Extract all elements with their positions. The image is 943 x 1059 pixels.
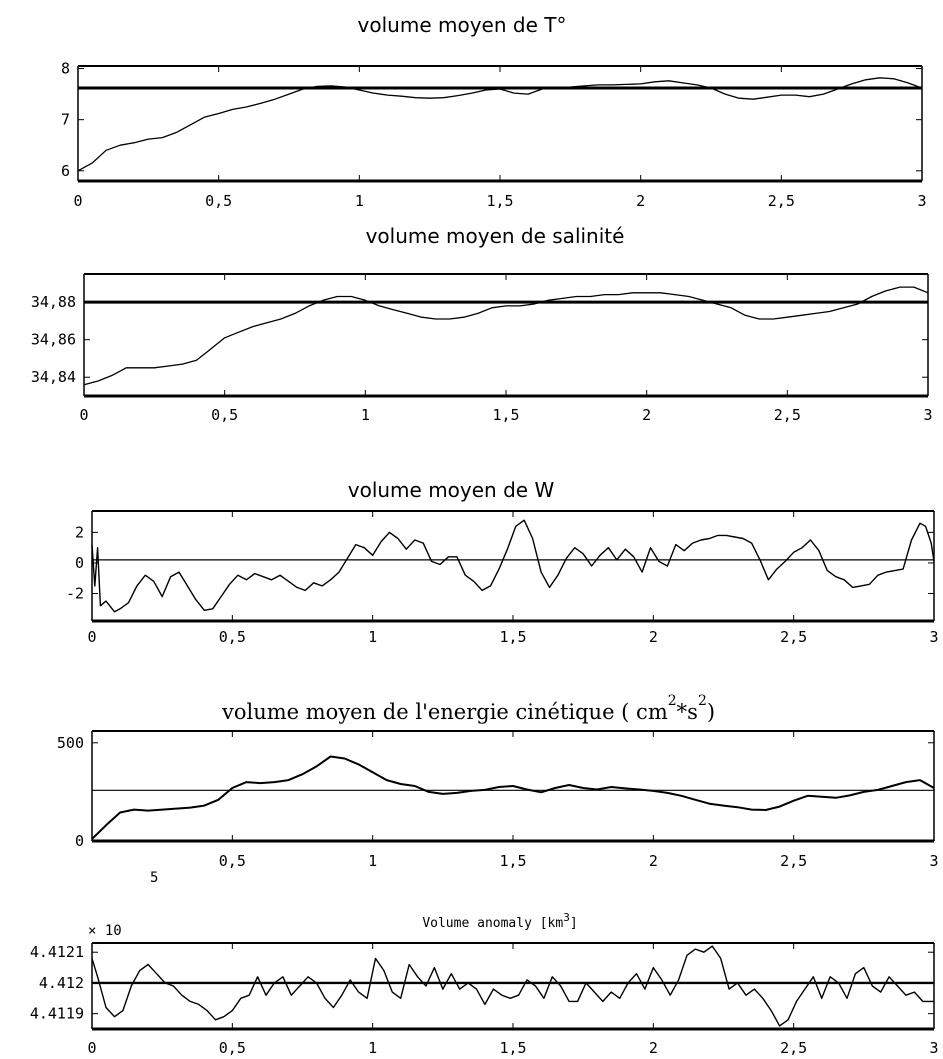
x-tick-label: 3 [929, 628, 938, 646]
y-tick-label: 0 [75, 554, 84, 572]
y-tick-label: -2 [66, 585, 84, 603]
x-tick-label: 2 [636, 192, 645, 210]
x-tick-label: 3 [929, 852, 938, 870]
x-tick-label: 1 [368, 628, 377, 646]
title-text-mid: *s [677, 700, 698, 724]
x-tick-label: 3 [923, 406, 932, 424]
y-tick-label: 34,86 [31, 331, 76, 349]
y-tick-label: 34,84 [31, 368, 76, 386]
x-tick-label: 0,5 [219, 852, 246, 870]
x-tick-label: 3 [917, 192, 926, 210]
title-text-end: ) [707, 700, 715, 724]
x-tick-label: 2,5 [774, 406, 801, 424]
x-tick-label: 0,5 [205, 192, 232, 210]
x-tick-label: 1,5 [492, 406, 519, 424]
y-tick-label: 500 [57, 734, 84, 752]
title-text: volume moyen de l'energie cinétique ( cm [221, 700, 668, 724]
y-tick-label: 6 [61, 162, 70, 180]
chart-1: volume moyen de T° 0 0,5 1 1,5 2 2,5 3 6 7 8 [61, 13, 927, 210]
axis-multiplier-exponent: 5 [150, 870, 158, 886]
title-superscript: 2 [668, 693, 677, 709]
title-superscript: 3 [563, 911, 570, 924]
x-tick-label: 1 [361, 406, 370, 424]
chart-title: volume moyen de T° [358, 13, 567, 37]
x-tick-label: 0 [87, 1039, 96, 1057]
chart-title: volume moyen de l'energie cinétique ( cm… [221, 693, 715, 724]
x-tick-label: 1,5 [499, 852, 526, 870]
x-tick-label: 0,5 [219, 1039, 246, 1057]
y-tick-label: 0 [75, 832, 84, 850]
series-line [91, 519, 935, 613]
x-tick-label: 1,5 [499, 628, 526, 646]
x-tick-label: 2 [649, 628, 658, 646]
series-line [91, 755, 935, 840]
x-tick-label: 0 [73, 192, 82, 210]
x-tick-label: 0,5 [211, 406, 238, 424]
y-tick-label: 8 [61, 60, 70, 78]
title-superscript: 2 [698, 693, 707, 709]
x-tick-label: 1 [368, 852, 377, 870]
chart-3: volume moyen de W 0 0,5 1 1,5 2 2,5 3 -2 0 2 [66, 478, 939, 646]
x-tick-label: 1,5 [486, 192, 513, 210]
chart-4: volume moyen de l'energie cinétique ( cm… [57, 693, 939, 870]
x-tick-label: 1 [368, 1039, 377, 1057]
x-tick-label: 2 [649, 1039, 658, 1057]
x-tick-label: 2 [649, 852, 658, 870]
x-tick-label: 1,5 [499, 1039, 526, 1057]
x-tick-label: 2,5 [780, 852, 807, 870]
series-line [91, 945, 934, 1027]
chart-title: volume moyen de salinité [366, 224, 625, 248]
series-line [77, 77, 923, 172]
chart-2: volume moyen de salinité 0 0,5 1 1,5 2 2,5 3 34,… [31, 224, 933, 424]
y-tick-label: 4.4121 [30, 943, 84, 961]
chart-title: volume moyen de W [348, 478, 555, 502]
x-tick-label: 0,5 [219, 628, 246, 646]
y-tick-label: 4.412 [39, 974, 84, 992]
chart-title: Volume anomaly [km3] [422, 911, 577, 931]
title-text: Volume anomaly [km [422, 916, 563, 931]
series-line [83, 286, 929, 386]
x-tick-label: 2,5 [780, 1039, 807, 1057]
title-text-end: ] [570, 916, 578, 931]
y-tick-label: 34,88 [31, 293, 76, 311]
x-tick-label: 2,5 [780, 628, 807, 646]
y-tick-label: 7 [61, 111, 70, 129]
x-tick-label: 0 [87, 628, 96, 646]
x-tick-label: 3 [929, 1039, 938, 1057]
y-tick-label: 2 [75, 523, 84, 541]
x-tick-label: 2,5 [768, 192, 795, 210]
axis-multiplier: × 10 [88, 923, 122, 939]
x-tick-label: 0 [79, 406, 88, 424]
y-tick-label: 4.4119 [30, 1005, 84, 1023]
x-tick-label: 1 [355, 192, 364, 210]
x-tick-label: 2 [642, 406, 651, 424]
